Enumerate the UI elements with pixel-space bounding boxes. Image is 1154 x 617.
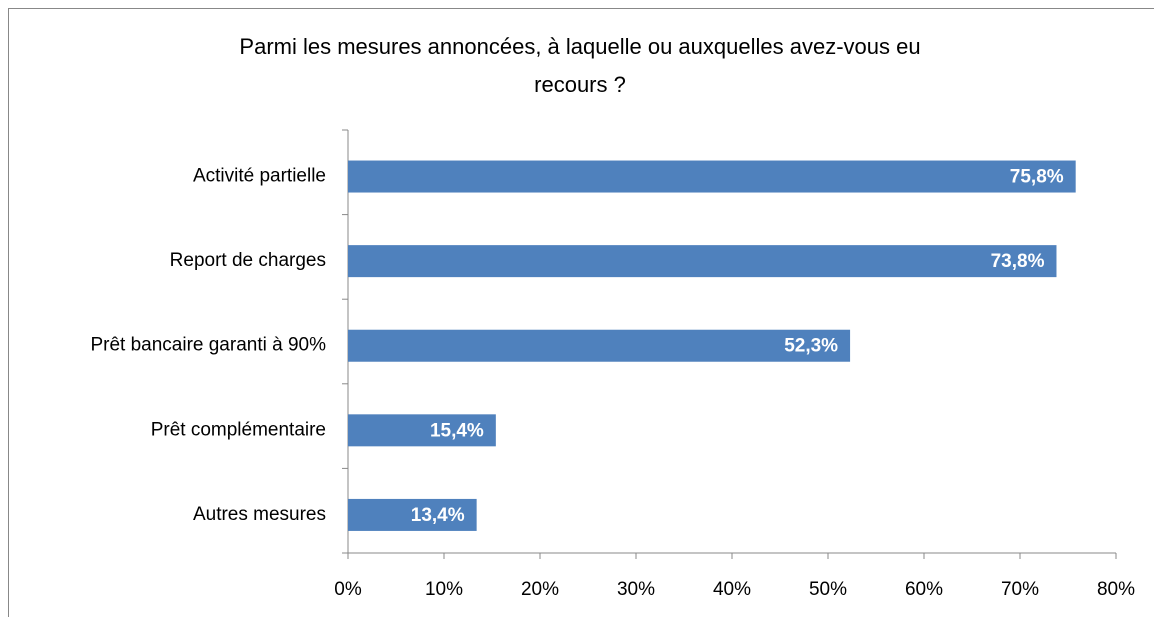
y-tick-label: Activité partielle [193,166,326,187]
x-tick-label: 70% [1001,579,1039,600]
x-tick-label: 60% [905,579,943,600]
x-tick-label: 30% [617,579,655,600]
y-tick-label: Prêt complémentaire [151,419,326,440]
bar [348,160,1076,193]
x-tick-label: 10% [425,579,463,600]
chart-border [8,8,1154,617]
value-label: 73,8% [991,251,1045,272]
value-label: 13,4% [411,505,465,526]
bar [348,329,851,362]
y-tick-label: Autres mesures [193,504,326,525]
chart-title: Parmi les mesures annoncées, à laquelle … [239,34,921,97]
x-tick-label: 80% [1097,579,1135,600]
value-label: 52,3% [784,336,838,357]
x-tick-label: 40% [713,579,751,600]
bar [348,498,477,531]
x-tick-label: 20% [521,579,559,600]
x-tick-label: 0% [334,579,362,600]
x-tick-label: 50% [809,579,847,600]
value-label: 75,8% [1010,167,1064,188]
value-label: 15,4% [430,420,484,441]
y-tick-label: Prêt bancaire garanti à 90% [90,335,326,356]
bar [348,245,1057,278]
bar [348,414,496,447]
title-box: Parmi les mesures annoncées, à laquelle … [239,34,921,97]
y-tick-label: Report de charges [170,250,326,271]
